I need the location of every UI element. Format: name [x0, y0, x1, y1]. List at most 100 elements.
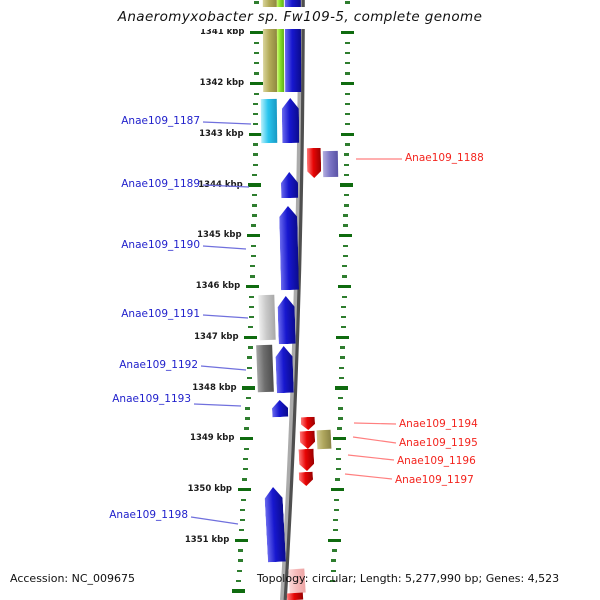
gene-label-Anae109_1189[interactable]: Anae109_1189 — [121, 177, 200, 190]
minor-left-tick — [239, 518, 245, 522]
gene-label-Anae109_1193[interactable]: Anae109_1193 — [112, 392, 191, 405]
label-leader-line — [202, 314, 249, 319]
gene-1195-olive[interactable] — [316, 429, 332, 450]
ruler-label: 1348 kbp — [192, 382, 237, 393]
gene-label-Anae109_1197[interactable]: Anae109_1197 — [395, 473, 474, 486]
minor-right-tick — [345, 1, 351, 4]
minor-left-tick — [252, 143, 258, 146]
minor-left-tick — [242, 468, 248, 471]
minor-right-tick — [337, 407, 343, 410]
gene-1197-red[interactable] — [298, 472, 313, 487]
minor-right-tick — [341, 295, 347, 298]
minor-right-tick — [344, 122, 350, 126]
minor-right-tick — [337, 417, 343, 420]
minor-left-tick — [238, 549, 244, 552]
gene-label-Anae109_1191[interactable]: Anae109_1191 — [121, 307, 200, 320]
minor-right-tick — [332, 528, 338, 532]
gene-label-Anae109_1195[interactable]: Anae109_1195 — [399, 436, 478, 449]
gene-1191-gray[interactable] — [258, 294, 276, 341]
genome-backbone — [283, 0, 305, 600]
gene-label-Anae109_1192[interactable]: Anae109_1192 — [119, 358, 198, 371]
minor-right-tick — [334, 498, 340, 501]
gene-label-Anae109_1187[interactable]: Anae109_1187 — [121, 114, 200, 127]
minor-left-tick — [251, 204, 257, 207]
major-left-tick — [249, 81, 263, 86]
minor-right-tick — [331, 559, 337, 562]
major-right-tick — [332, 437, 346, 441]
minor-left-tick — [251, 224, 257, 227]
major-right-tick — [330, 487, 344, 492]
minor-right-tick — [337, 427, 343, 430]
minor-right-tick — [343, 224, 349, 227]
minor-left-tick — [250, 254, 256, 258]
minor-left-tick — [246, 376, 252, 380]
minor-left-tick — [250, 265, 256, 268]
topology-text: Topology: circular; Length: 5,277,990 bp… — [257, 572, 560, 585]
gene-label-Anae109_1194[interactable]: Anae109_1194 — [399, 417, 478, 430]
ruler-label: 1351 kbp — [184, 534, 230, 545]
minor-right-tick — [345, 102, 350, 106]
minor-left-tick — [253, 92, 259, 95]
minor-left-tick — [253, 72, 259, 75]
gene-red-bottom[interactable] — [287, 592, 304, 600]
gene-1192-gray[interactable] — [256, 344, 275, 393]
gene-1193-blue[interactable] — [271, 400, 288, 418]
minor-right-tick — [342, 254, 348, 258]
minor-right-tick — [340, 315, 346, 319]
label-leader-line — [344, 473, 393, 480]
minor-left-tick — [253, 1, 259, 4]
minor-left-tick — [250, 244, 256, 248]
minor-left-tick — [237, 569, 243, 572]
genome-title: Anaeromyxobacter sp. Fw109-5, complete g… — [117, 9, 483, 25]
gene-1196-red[interactable] — [299, 449, 315, 472]
major-left-tick — [239, 437, 253, 441]
minor-right-tick — [344, 153, 350, 156]
ruler-label: 1343 kbp — [199, 128, 244, 139]
gene-label-Anae109_1198[interactable]: Anae109_1198 — [109, 508, 188, 521]
minor-right-tick — [339, 356, 345, 359]
label-leader-line — [202, 184, 250, 188]
minor-left-tick — [239, 528, 245, 532]
minor-left-tick — [253, 102, 259, 106]
minor-right-tick — [343, 214, 349, 217]
ruler-label: 1350 kbp — [187, 484, 233, 495]
gene-label-Anae109_1196[interactable]: Anae109_1196 — [397, 454, 476, 467]
gene-blue-1346[interactable] — [277, 296, 296, 345]
ruler-label: 1345 kbp — [197, 230, 242, 241]
minor-right-tick — [339, 376, 345, 380]
minor-left-tick — [247, 346, 253, 349]
major-left-tick — [242, 386, 256, 390]
gene-1194-red[interactable] — [301, 417, 316, 431]
gene-label-Anae109_1190[interactable]: Anae109_1190 — [121, 238, 200, 251]
minor-right-tick — [330, 579, 336, 583]
minor-left-tick — [253, 51, 259, 55]
label-leader-line — [202, 245, 247, 250]
minor-left-tick — [253, 122, 259, 126]
gene-1189-blue[interactable] — [281, 172, 298, 198]
major-right-tick — [337, 284, 351, 289]
gene-1195-red[interactable] — [300, 431, 316, 450]
minor-left-tick — [241, 498, 246, 501]
gene-label-Anae109_1188[interactable]: Anae109_1188 — [405, 151, 484, 164]
minor-right-tick — [335, 478, 341, 481]
genome-backbone — [280, 0, 303, 600]
gene-1190-blue[interactable] — [279, 206, 299, 290]
minor-right-tick — [345, 41, 351, 45]
gene-blue-1342[interactable] — [282, 98, 300, 143]
minor-right-tick — [345, 92, 351, 95]
gene-blue-1347[interactable] — [275, 346, 294, 394]
gene-1188-red[interactable] — [306, 148, 320, 178]
major-right-tick — [341, 81, 355, 86]
minor-right-tick — [344, 163, 350, 166]
gene-1187-cyan[interactable] — [261, 98, 278, 144]
gene-1198-blue[interactable] — [264, 487, 286, 563]
major-left-tick — [244, 335, 258, 339]
gene-1188-purple[interactable] — [322, 150, 338, 178]
minor-right-tick — [343, 204, 349, 207]
label-leader-line — [200, 365, 247, 371]
minor-right-tick — [336, 457, 341, 461]
minor-right-tick — [333, 518, 339, 522]
